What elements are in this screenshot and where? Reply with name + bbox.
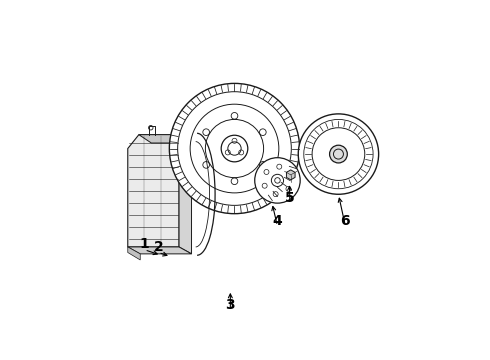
Circle shape [255, 158, 300, 203]
Polygon shape [128, 135, 179, 247]
Circle shape [298, 114, 379, 194]
Polygon shape [179, 135, 192, 254]
Polygon shape [128, 247, 192, 254]
Text: 2: 2 [153, 240, 163, 254]
Text: 5: 5 [285, 192, 295, 206]
Circle shape [170, 84, 300, 214]
Circle shape [312, 128, 365, 180]
Polygon shape [139, 135, 192, 143]
Circle shape [330, 145, 347, 163]
Text: 1: 1 [140, 237, 149, 251]
Text: 4: 4 [272, 213, 282, 228]
Polygon shape [287, 170, 295, 180]
Text: 3: 3 [225, 298, 235, 312]
Text: 6: 6 [341, 213, 350, 228]
Polygon shape [128, 247, 140, 260]
